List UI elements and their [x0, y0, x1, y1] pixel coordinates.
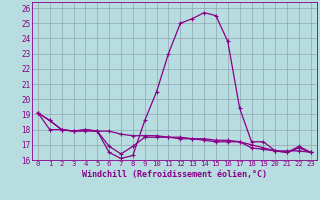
- X-axis label: Windchill (Refroidissement éolien,°C): Windchill (Refroidissement éolien,°C): [82, 170, 267, 179]
